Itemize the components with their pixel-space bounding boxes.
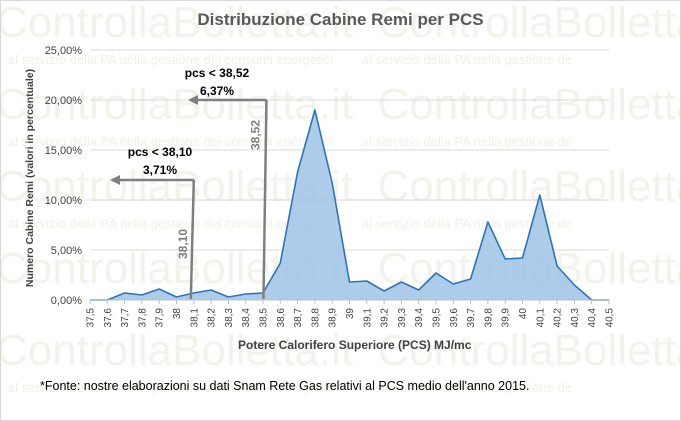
x-tick-label: 39 — [345, 308, 356, 320]
y-tick-label: 25,00% — [45, 45, 83, 57]
area-series — [90, 109, 609, 301]
y-tick-label: 20,00% — [45, 95, 83, 107]
x-tick-label: 37,6 — [103, 308, 114, 328]
threshold-line-38-52 — [262, 99, 268, 300]
x-tick-label: 38,6 — [276, 308, 287, 328]
x-tick-label: 40,2 — [553, 308, 564, 328]
x-tick-label: 38,4 — [241, 308, 252, 328]
y-axis-label: Numero Cabine Remi (valori in percentual… — [24, 68, 36, 288]
threshold-label-38-10: 38,10 — [176, 229, 190, 259]
y-tick-label: 15,00% — [45, 145, 83, 157]
grid-lines — [90, 49, 609, 251]
x-tick-label: 39,3 — [397, 308, 408, 328]
x-tick-label: 39,1 — [362, 308, 373, 328]
x-tick-label: 37,7 — [120, 308, 131, 328]
annotation-box-38-52: pcs < 38,52 6,37% — [172, 64, 262, 100]
x-tick-label: 39,8 — [483, 308, 494, 328]
x-tick-label: 38,1 — [189, 308, 200, 328]
annotation-38-10-line1: pcs < 38,10 — [127, 145, 193, 159]
area-fill — [90, 110, 609, 300]
annotation-box-38-10: pcs < 38,10 3,71% — [115, 143, 205, 179]
x-axis-label: Potere Calorifero Superiore (PCS) MJ/mc — [238, 338, 472, 352]
annotation-38-52-line1: pcs < 38,52 — [184, 66, 250, 80]
x-tick-label: 38,5 — [259, 308, 270, 328]
y-tick-label: 10,00% — [45, 195, 83, 207]
footnote: *Fonte: nostre elaborazioni su dati Snam… — [40, 379, 530, 393]
x-tick-label: 40 — [518, 308, 529, 320]
x-tick-label: 40,5 — [605, 308, 616, 328]
x-tick-label: 37,9 — [155, 308, 166, 328]
x-tick-label: 38 — [172, 308, 183, 320]
x-tick-label: 39,2 — [380, 308, 391, 328]
y-tick-label: 0,00% — [51, 295, 82, 307]
x-tick-label: 39,5 — [432, 308, 443, 328]
x-tick-label: 37,5 — [86, 308, 97, 328]
area-line — [90, 109, 609, 301]
annotation-38-52-line2: 6,37% — [199, 84, 235, 98]
x-tick-label: 38,7 — [293, 308, 304, 328]
annotation-38-10-line2: 3,71% — [142, 163, 178, 177]
x-tick-label: 38,2 — [207, 308, 218, 328]
x-tick-label: 38,8 — [310, 308, 321, 328]
axes: 0,00% 5,00% 10,00% 15,00% 20,00% 25,00% 37,5 37… — [45, 45, 616, 327]
annotations: 38,10 38,52 — [110, 95, 268, 300]
x-tick-label: 40,4 — [587, 308, 598, 328]
threshold-label-38-52: 38,52 — [248, 120, 262, 150]
x-tick-label: 40,3 — [570, 308, 581, 328]
x-tick-label: 39,7 — [466, 308, 477, 328]
threshold-line-38-10 — [189, 179, 196, 300]
x-tick-label: 39,6 — [449, 308, 460, 328]
x-tick-label: 37,8 — [137, 308, 148, 328]
x-tick-label: 39,9 — [501, 308, 512, 328]
x-tick-label: 39,4 — [414, 308, 425, 328]
x-tick-label: 38,9 — [328, 308, 339, 328]
y-tick-label: 5,00% — [51, 245, 82, 257]
x-tick-label: 38,3 — [224, 308, 235, 328]
chart-title: Distribuzione Cabine Remi per PCS — [197, 10, 484, 29]
x-tick-label: 40,1 — [535, 308, 546, 328]
